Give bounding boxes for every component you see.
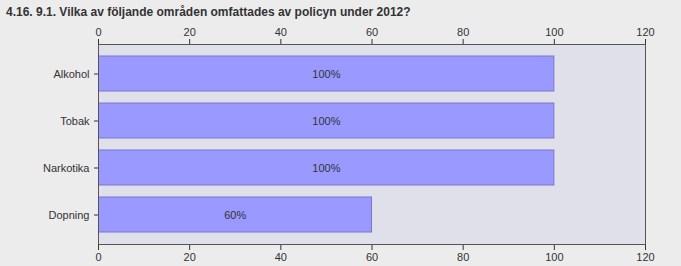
- svg-text:80: 80: [457, 26, 469, 38]
- svg-text:40: 40: [275, 251, 287, 263]
- svg-text:Alkohol: Alkohol: [53, 68, 89, 80]
- svg-text:Tobak: Tobak: [60, 115, 90, 127]
- svg-text:120: 120: [636, 251, 654, 263]
- svg-text:Dopning: Dopning: [49, 209, 90, 221]
- svg-text:60: 60: [366, 251, 378, 263]
- svg-text:100%: 100%: [312, 68, 340, 80]
- svg-text:100: 100: [545, 26, 563, 38]
- svg-text:20: 20: [184, 251, 196, 263]
- svg-text:60%: 60%: [224, 209, 246, 221]
- svg-text:0: 0: [95, 26, 101, 38]
- svg-text:0: 0: [95, 251, 101, 263]
- svg-text:100: 100: [545, 251, 563, 263]
- svg-text:60: 60: [366, 26, 378, 38]
- svg-text:40: 40: [275, 26, 287, 38]
- svg-text:20: 20: [184, 26, 196, 38]
- svg-text:80: 80: [457, 251, 469, 263]
- svg-text:100%: 100%: [312, 115, 340, 127]
- svg-text:Narkotika: Narkotika: [43, 162, 90, 174]
- svg-text:100%: 100%: [312, 162, 340, 174]
- html-text:4.16. 9.1. Vilka av följande o: 4.16. 9.1. Vilka av följande områden omf…: [6, 5, 411, 19]
- svg-text:120: 120: [636, 26, 654, 38]
